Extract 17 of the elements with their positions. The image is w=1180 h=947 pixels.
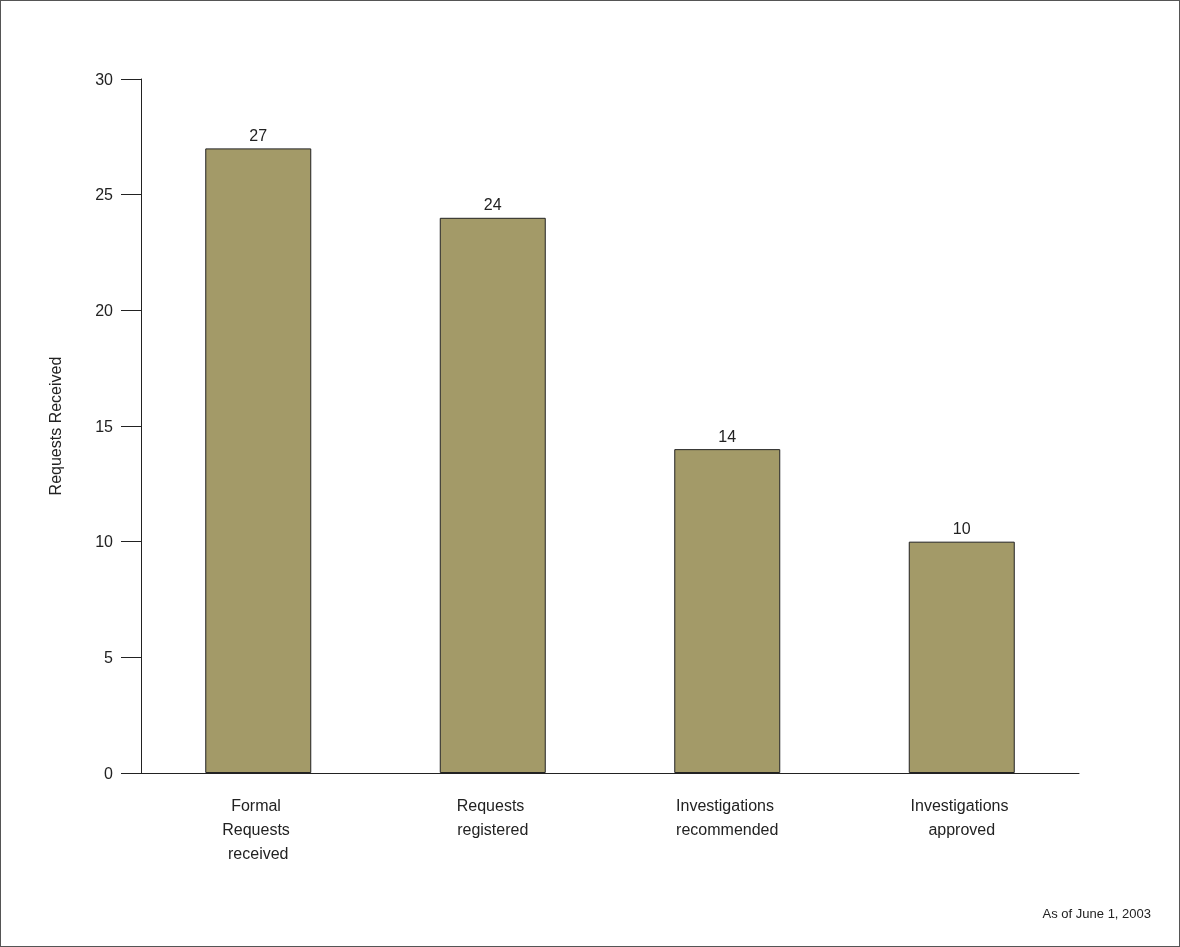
x-tick-label: Requests registered bbox=[456, 796, 529, 838]
data-label: 10 bbox=[952, 520, 971, 538]
y-axis-title: Requests Received bbox=[46, 356, 64, 496]
y-tick-label: 0 bbox=[104, 764, 114, 782]
x-tick-label: Investigations approved bbox=[910, 796, 1013, 838]
y-tick-label: 10 bbox=[95, 533, 114, 551]
y-tick-label: 20 bbox=[95, 301, 114, 319]
y-tick-label: 5 bbox=[104, 648, 114, 666]
data-label: 27 bbox=[249, 126, 268, 144]
y-tick-label: 25 bbox=[95, 186, 114, 204]
x-tick-label: Formal Requests received bbox=[222, 796, 295, 862]
data-label: 14 bbox=[718, 427, 737, 445]
x-tick-label: Investigations recommended bbox=[676, 796, 779, 838]
y-tick-label: 15 bbox=[95, 417, 114, 435]
text: As of June 1, 2003 bbox=[1042, 906, 1152, 921]
data-label: 24 bbox=[483, 196, 502, 214]
y-tick-label: 30 bbox=[95, 70, 114, 88]
